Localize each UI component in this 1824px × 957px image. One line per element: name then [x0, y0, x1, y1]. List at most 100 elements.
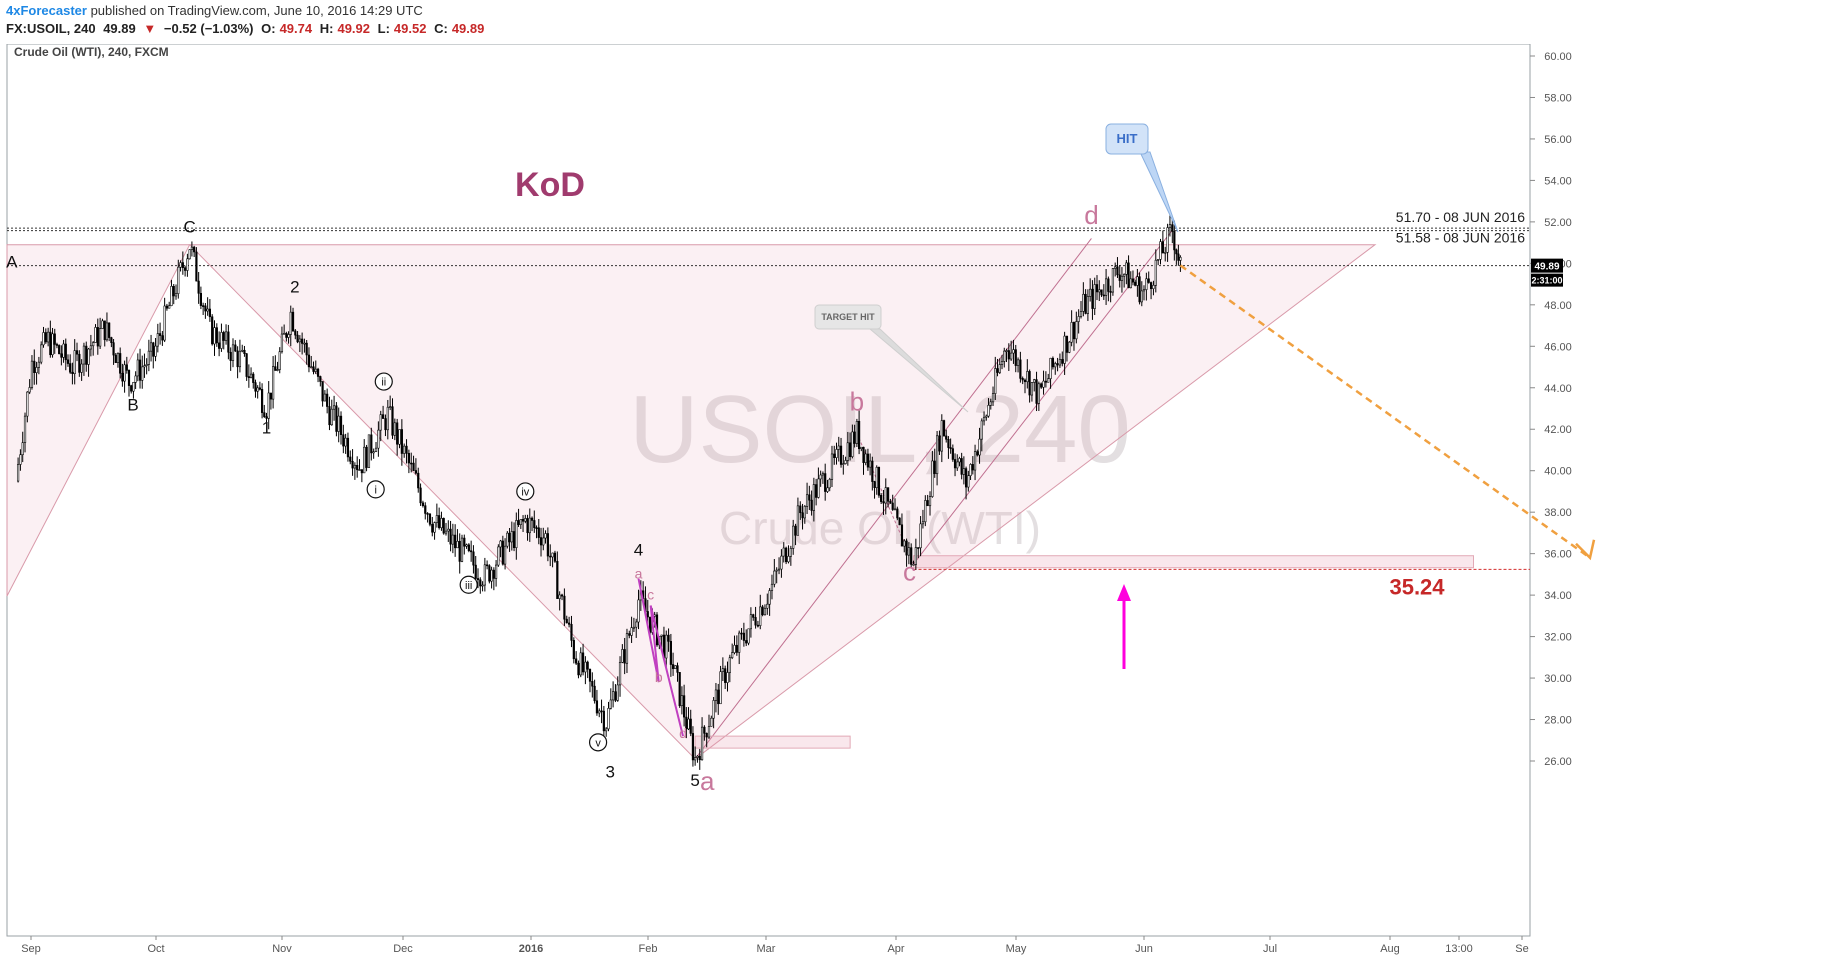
candle-body	[1063, 335, 1066, 364]
candle-body	[533, 520, 536, 528]
candle-body	[1040, 383, 1043, 388]
candle-body	[728, 657, 731, 673]
y-tick-label: 52.00	[1544, 217, 1572, 229]
candle-body	[492, 569, 495, 579]
candle-body	[960, 458, 963, 475]
high-value: 49.92	[337, 21, 371, 36]
candle-body	[609, 699, 612, 709]
candle-body	[132, 382, 135, 392]
wave-circled-label: i	[374, 484, 376, 496]
candle-body	[568, 622, 571, 625]
candle-body	[967, 475, 970, 488]
candle-body	[280, 333, 284, 353]
candle-body	[973, 451, 977, 471]
author-link[interactable]: 4xForecaster	[6, 3, 87, 18]
candle-body	[501, 540, 504, 565]
candle-body	[616, 684, 619, 701]
candle-body	[1129, 278, 1132, 289]
plot-area[interactable]	[6, 44, 1531, 937]
candle-body	[740, 632, 743, 635]
publish-line: 4xForecaster published on TradingView.co…	[6, 3, 423, 18]
y-tick-label: 58.00	[1544, 92, 1572, 104]
hit-label: HIT	[1117, 131, 1138, 146]
candle-body	[236, 350, 239, 368]
candle-body	[1072, 322, 1076, 340]
price-change: −0.52 (−1.03%)	[163, 21, 254, 36]
candle-body	[978, 438, 981, 456]
pink-wave-label: c	[903, 557, 916, 587]
candle-body	[130, 385, 133, 392]
candle-body	[245, 353, 248, 377]
candle-body	[73, 350, 76, 374]
price-chart[interactable]: USOIL, 240 Crude Oil (WTI) 51.70 - 08 JUN …	[0, 44, 1824, 957]
candle-body	[691, 733, 695, 761]
candle-body	[234, 344, 237, 352]
candle-body	[35, 367, 38, 373]
candle-body	[1042, 380, 1045, 388]
candle-body	[801, 512, 804, 519]
candle-body	[276, 369, 279, 371]
candle-body	[479, 579, 482, 587]
pink-wave-label: a	[635, 566, 643, 582]
candle-body	[215, 327, 218, 344]
candle-body	[864, 453, 867, 463]
wave-label: C	[184, 217, 196, 236]
candle-body	[660, 634, 663, 637]
candle-body	[211, 316, 214, 345]
candle-body	[770, 583, 774, 591]
open-value: 49.74	[279, 21, 313, 36]
candle-body	[646, 611, 649, 618]
candle-body	[717, 689, 720, 705]
candle-body	[163, 305, 166, 341]
candle-body	[935, 435, 939, 475]
wave-label: 1	[262, 418, 271, 437]
candle-body	[584, 661, 587, 673]
y-tick-label: 30.00	[1544, 673, 1572, 685]
candle-body	[21, 442, 24, 456]
candle-body	[1068, 341, 1071, 353]
symbol-label[interactable]: FX:USOIL, 240	[6, 21, 96, 36]
candle-body	[490, 569, 493, 582]
candle-body	[700, 726, 704, 761]
candle-body	[23, 415, 27, 443]
candle-body	[208, 308, 211, 318]
candle-body	[853, 431, 856, 444]
candle-body	[989, 401, 992, 406]
target-hit-callout	[814, 304, 882, 330]
candle-body	[372, 451, 375, 454]
candle-body	[928, 496, 932, 507]
candle-body	[1123, 274, 1126, 277]
candle-body	[213, 327, 216, 345]
candle-body	[1100, 289, 1103, 296]
candle-body	[1079, 311, 1083, 317]
y-tick-label: 54.00	[1544, 175, 1572, 187]
candle-body	[724, 668, 727, 683]
wave-circle	[374, 372, 393, 391]
candle-body	[328, 406, 331, 426]
candle-body	[419, 487, 422, 504]
candle-body	[799, 505, 802, 514]
candle-body	[742, 632, 745, 641]
candle-body	[956, 461, 959, 469]
candle-body	[738, 632, 741, 653]
candle-body	[506, 532, 509, 547]
candle-body	[40, 344, 43, 363]
candle-body	[1114, 266, 1117, 269]
candle-body	[917, 547, 920, 549]
candle-body	[1021, 378, 1024, 381]
candle-body	[607, 708, 610, 730]
candle-body	[134, 375, 137, 383]
candle-body	[805, 494, 809, 507]
candle-body	[114, 354, 117, 363]
candle-body	[37, 361, 40, 368]
candle-body	[898, 517, 901, 526]
candle-body	[931, 460, 934, 497]
candle-body	[544, 533, 547, 539]
candle-body	[1109, 291, 1112, 293]
candle-body	[312, 366, 315, 372]
candle-body	[344, 437, 347, 447]
candle-body	[921, 521, 925, 525]
x-tick-label: Se	[1515, 943, 1528, 955]
candle-body	[512, 531, 516, 548]
candle-body	[980, 420, 983, 440]
